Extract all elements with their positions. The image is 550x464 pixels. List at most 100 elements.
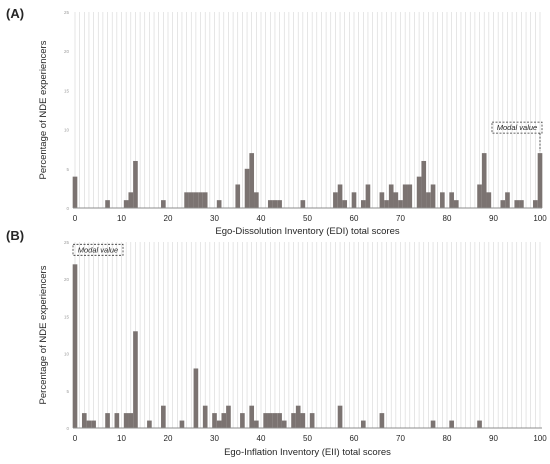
x-tick-label: 60 (350, 214, 359, 223)
bar (202, 405, 208, 428)
bar (449, 192, 454, 208)
panel-label: (B) (6, 228, 24, 243)
y-tick-labels: 0 5 10 15 20 25 (64, 240, 70, 431)
bar (281, 420, 287, 428)
bar (114, 413, 120, 428)
bar (351, 192, 357, 208)
bar (537, 153, 543, 208)
y-tick-label: 15 (64, 88, 70, 93)
y-tick-label: 0 (66, 426, 69, 431)
bar (337, 184, 343, 208)
bar (449, 420, 454, 428)
chart-panel-a: (A) 0 10 20 30 40 50 60 70 80 90 100 0 5 10 15 20 25 Ego-D… (6, 6, 547, 237)
bar (188, 192, 194, 208)
bar (337, 405, 343, 428)
x-tick-label: 40 (257, 214, 266, 223)
bar (272, 200, 278, 208)
bar (198, 192, 203, 208)
y-tick-label: 15 (64, 314, 70, 319)
bar (216, 200, 222, 208)
bar (216, 420, 222, 428)
x-tick-label: 60 (350, 434, 359, 443)
bar (426, 192, 431, 208)
x-tick-label: 50 (303, 434, 312, 443)
y-tick-label: 10 (64, 128, 70, 133)
x-tick-label: 0 (73, 214, 78, 223)
bar (360, 420, 366, 428)
annotation-box (491, 121, 543, 134)
bar (254, 420, 259, 428)
bar (295, 405, 301, 428)
bar (267, 200, 273, 208)
x-tick-label: 30 (210, 214, 219, 223)
bar (393, 192, 399, 208)
bar (407, 184, 413, 208)
bar (519, 200, 524, 208)
bar (384, 200, 389, 208)
x-tick-label: 20 (164, 214, 173, 223)
bar (272, 413, 278, 428)
x-tick-label: 100 (533, 434, 547, 443)
bar (388, 184, 394, 208)
bar (300, 200, 306, 208)
bar (342, 200, 348, 208)
bar (240, 413, 245, 428)
y-tick-label: 5 (66, 167, 69, 172)
bar (161, 200, 166, 208)
bar (105, 200, 110, 208)
x-tick-label: 90 (489, 214, 498, 223)
bar (128, 192, 134, 208)
bar (86, 420, 92, 428)
bar (477, 420, 482, 428)
modal-value-annotation: Modal value (491, 121, 543, 152)
bar (202, 192, 208, 208)
annotation-text: Modal value (497, 123, 537, 132)
bar (81, 413, 87, 428)
bar (123, 413, 129, 428)
bar (72, 176, 78, 208)
bar (505, 192, 510, 208)
gridlines (74, 12, 541, 208)
x-tick-label: 80 (443, 434, 452, 443)
y-tick-label: 5 (66, 389, 69, 394)
bar (402, 184, 408, 208)
x-tick-label: 30 (210, 434, 219, 443)
bar (300, 413, 306, 428)
gridlines (74, 242, 541, 428)
bar (481, 153, 487, 208)
y-axis-label: Percentage of NDE experiencers (38, 265, 49, 404)
y-tick-labels: 0 5 10 15 20 25 (64, 10, 70, 211)
bar (416, 176, 422, 208)
bar (249, 153, 255, 208)
bars (72, 153, 543, 208)
y-tick-label: 25 (64, 240, 70, 245)
bar (477, 184, 482, 208)
bar (267, 413, 273, 428)
annotation-box (72, 243, 124, 256)
x-tick-labels: 0 10 20 30 40 50 60 70 80 90 100 (73, 214, 547, 223)
x-tick-label: 20 (164, 434, 173, 443)
bar (123, 200, 129, 208)
x-tick-labels: 0 10 20 30 40 50 60 70 80 90 100 (73, 434, 547, 443)
bar (514, 200, 520, 208)
bar (193, 368, 199, 428)
bar (421, 160, 427, 208)
y-axis-label: Percentage of NDE experiencers (38, 40, 49, 179)
x-tick-label: 50 (303, 214, 312, 223)
x-tick-label: 10 (117, 434, 126, 443)
bar (277, 200, 282, 208)
bar (453, 200, 459, 208)
y-tick-label: 25 (64, 10, 70, 15)
bar (430, 420, 436, 428)
x-axis-label: Ego-Inflation Inventory (EII) total scor… (224, 447, 391, 458)
bar (254, 192, 259, 208)
bar (379, 192, 385, 208)
bar (430, 184, 436, 208)
y-tick-label: 20 (64, 277, 70, 282)
bar (486, 192, 492, 208)
y-tick-label: 0 (66, 206, 69, 211)
bar (133, 160, 138, 208)
x-axis-label: Ego-Dissolution Inventory (EDI) total sc… (215, 226, 400, 237)
chart-panel-b: (B) 0 10 20 30 40 50 60 70 80 90 100 0 5 10 15 20 25 Ego-I… (6, 228, 547, 458)
